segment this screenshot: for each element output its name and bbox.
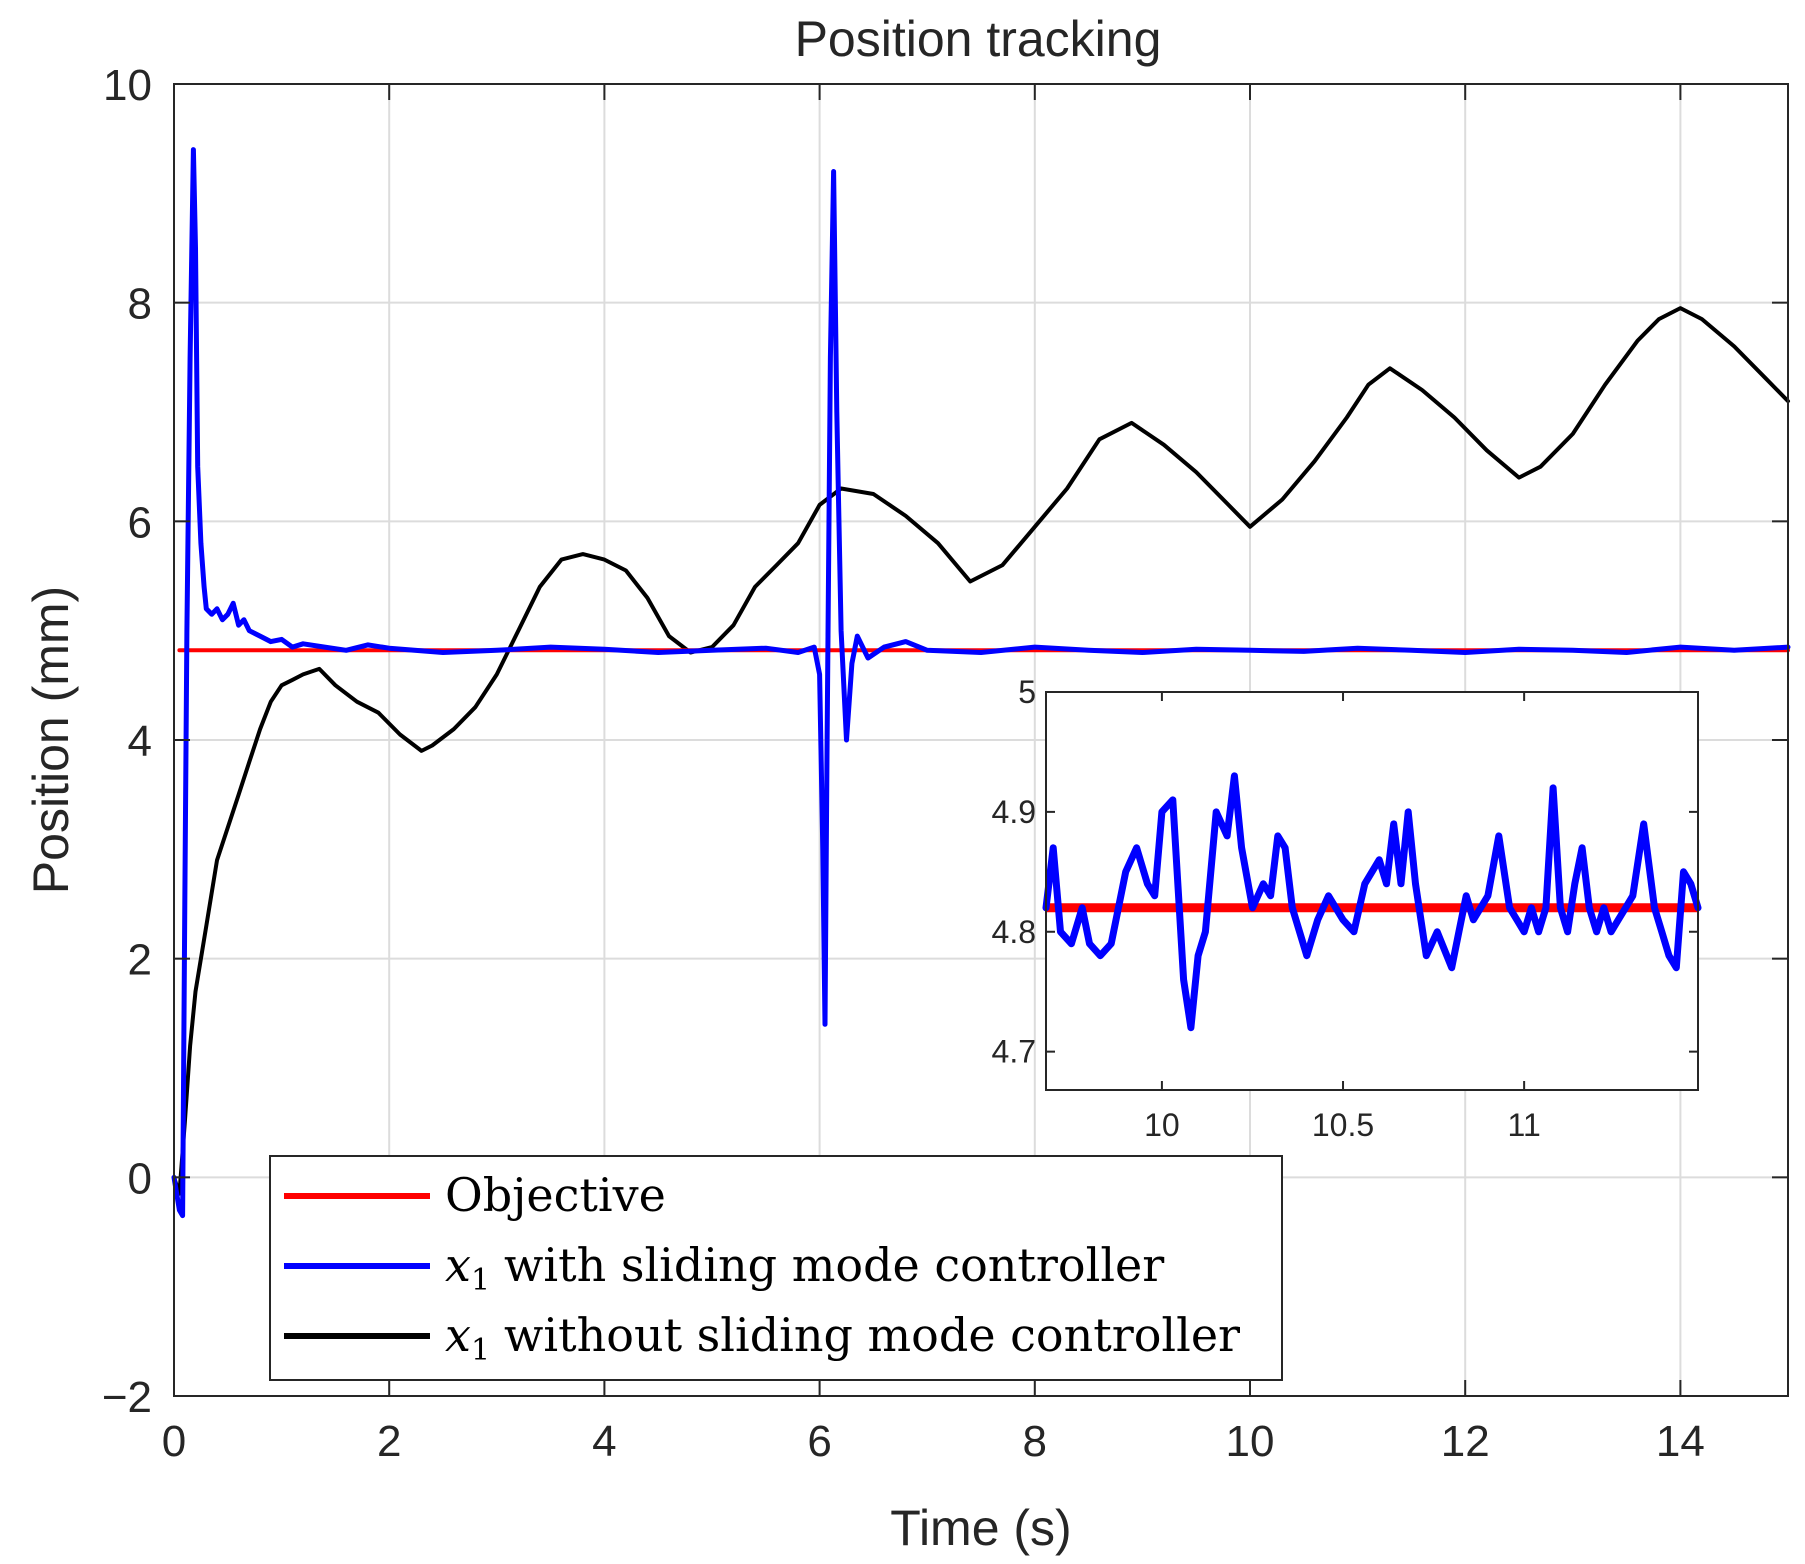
series-line-without-smc bbox=[172, 306, 1790, 1196]
y-tick-label: 10 bbox=[103, 61, 152, 110]
chart-title: Position tracking bbox=[795, 11, 1162, 67]
inset-y-tick-label: 4.7 bbox=[992, 1034, 1036, 1070]
inset-frame bbox=[1045, 691, 1699, 1091]
legend-text: without sliding mode controller bbox=[504, 1308, 1240, 1362]
inset-x-tick-label: 10.5 bbox=[1312, 1107, 1374, 1143]
inset-zoom-plot: 10 10.5 11 4.7 4.8 4.9 5 bbox=[992, 674, 1702, 1143]
legend-label-without-smc: x1 without sliding mode controller bbox=[445, 1308, 1240, 1368]
y-tick-label: 2 bbox=[128, 936, 152, 985]
y-tick-label: −2 bbox=[102, 1373, 152, 1422]
legend-math-x: x bbox=[445, 1238, 471, 1292]
x-tick-label: 0 bbox=[162, 1417, 186, 1466]
legend: Objective x1 with sliding mode controller… bbox=[269, 1155, 1283, 1381]
y-tick-label: 8 bbox=[128, 280, 152, 329]
inset-axis-ticks: 10 10.5 11 4.7 4.8 4.9 5 bbox=[992, 674, 1698, 1143]
inset-x-tick-label: 10 bbox=[1144, 1107, 1180, 1143]
series-lines bbox=[171, 147, 1791, 1219]
inset-y-tick-label: 4.8 bbox=[992, 914, 1036, 950]
x-axis-label: Time (s) bbox=[890, 1500, 1071, 1556]
legend-math-subscript: 1 bbox=[471, 1263, 490, 1298]
inset-with-smc-line bbox=[1042, 772, 1702, 1032]
y-tick-label: 6 bbox=[128, 498, 152, 547]
y-axis-label: Position (mm) bbox=[23, 586, 79, 894]
x-tick-label: 14 bbox=[1656, 1417, 1705, 1466]
inset-y-tick-label: 5 bbox=[1018, 674, 1036, 710]
legend-box bbox=[269, 1155, 1283, 1381]
inset-series-lines bbox=[1042, 772, 1702, 1032]
inset-x-tick-label: 11 bbox=[1508, 1107, 1541, 1143]
inset-y-tick-label: 4.9 bbox=[992, 794, 1036, 830]
x-tick-label: 2 bbox=[377, 1417, 401, 1466]
x-tick-label: 4 bbox=[592, 1417, 616, 1466]
series-line-with-smc bbox=[171, 147, 1791, 1219]
legend-label-objective: Objective bbox=[445, 1168, 666, 1222]
legend-label-with-smc: x1 with sliding mode controller bbox=[445, 1238, 1164, 1298]
legend-text: with sliding mode controller bbox=[504, 1238, 1164, 1292]
x-tick-label: 6 bbox=[807, 1417, 831, 1466]
x-tick-label: 12 bbox=[1441, 1417, 1490, 1466]
x-tick-label: 8 bbox=[1023, 1417, 1047, 1466]
legend-math-x: x bbox=[445, 1308, 471, 1362]
y-tick-label: 0 bbox=[128, 1154, 152, 1203]
y-tick-label: 4 bbox=[128, 717, 152, 766]
x-tick-label: 10 bbox=[1226, 1417, 1275, 1466]
legend-math-subscript: 1 bbox=[471, 1333, 490, 1368]
inset-background bbox=[1046, 692, 1698, 1090]
